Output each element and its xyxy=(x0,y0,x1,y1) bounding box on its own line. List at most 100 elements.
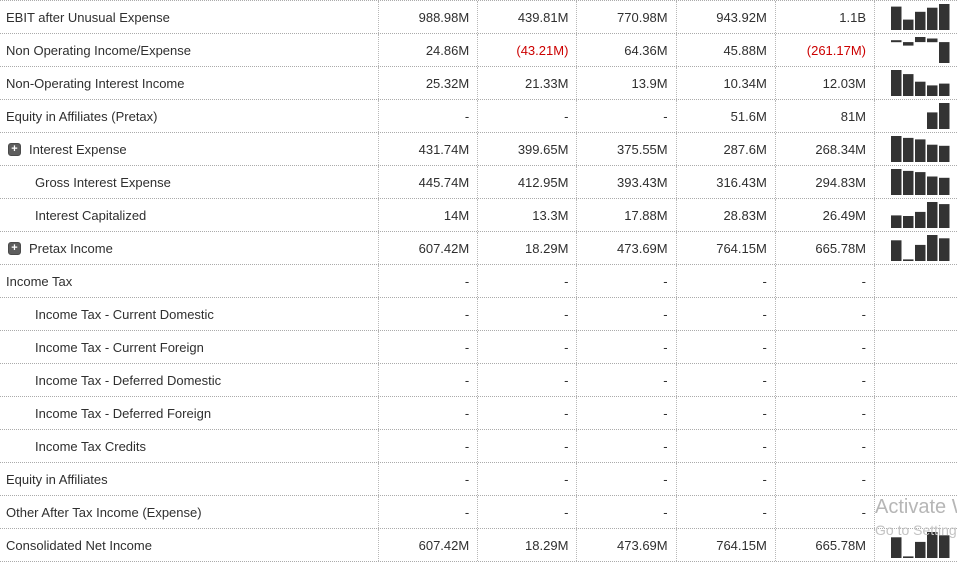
value-cell: 28.83M xyxy=(675,199,775,231)
table-row: Consolidated Net Income 607.42M 18.29M 473.… xyxy=(0,529,957,562)
value-cell: - xyxy=(675,496,775,528)
value-cell: - xyxy=(378,298,477,330)
value-cell: 287.6M xyxy=(675,133,775,165)
value-cell: - xyxy=(774,331,874,363)
value-cell: - xyxy=(378,331,477,363)
sparkline-chart xyxy=(891,532,950,558)
value-cell: - xyxy=(477,265,576,297)
value-cell: - xyxy=(378,496,477,528)
trend-chart-cell xyxy=(874,232,957,264)
row-label-cell: Gross Interest Expense xyxy=(0,166,378,198)
value-cell: - xyxy=(774,298,874,330)
value-cell: - xyxy=(576,397,675,429)
value-cell: 13.3M xyxy=(477,199,576,231)
table-row[interactable]: + Pretax Income 607.42M 18.29M 473.69M 764.15… xyxy=(0,232,957,265)
value-cell: - xyxy=(576,430,675,462)
value-cell: - xyxy=(576,364,675,396)
table-row: Non-Operating Interest Income 25.32M 21.33… xyxy=(0,67,957,100)
value-cell: 17.88M xyxy=(576,199,675,231)
row-label: Income Tax - Deferred Foreign xyxy=(35,405,212,421)
row-label: Other After Tax Income (Expense) xyxy=(6,504,202,520)
value-cell: 988.98M xyxy=(378,1,477,33)
row-label-cell: Income Tax Credits xyxy=(0,430,378,462)
table-row: Other After Tax Income (Expense) - - - - - xyxy=(0,496,957,529)
row-label-cell: Non Operating Income/Expense xyxy=(0,34,378,66)
value-cell: 764.15M xyxy=(675,529,775,561)
trend-chart-cell xyxy=(874,364,957,396)
value-cell: 45.88M xyxy=(675,34,775,66)
table-row: Equity in Affiliates (Pretax) - - -51.6M 81M xyxy=(0,100,957,133)
value-cell: 665.78M xyxy=(774,529,874,561)
row-label: Consolidated Net Income xyxy=(6,537,152,553)
row-label: Equity in Affiliates xyxy=(6,471,108,487)
value-cell: - xyxy=(378,364,477,396)
value-cell: - xyxy=(378,100,477,132)
value-cell: - xyxy=(477,397,576,429)
row-label: Income Tax - Current Domestic xyxy=(35,306,214,322)
row-label: EBIT after Unusual Expense xyxy=(6,9,170,25)
value-cell: 18.29M xyxy=(477,529,576,561)
row-label-cell: Income Tax - Current Domestic xyxy=(0,298,378,330)
table-row: Income Tax - Current Domestic - - - - - xyxy=(0,298,957,331)
value-cell: - xyxy=(477,364,576,396)
expand-toggle-icon[interactable]: + xyxy=(8,241,21,255)
row-label: Pretax Income xyxy=(29,240,113,256)
value-cell: (43.21M) xyxy=(477,34,576,66)
value-cell: - xyxy=(774,463,874,495)
value-cell: - xyxy=(477,298,576,330)
table-row: Income Tax - Current Foreign - - - - - xyxy=(0,331,957,364)
sparkline-chart xyxy=(891,4,950,31)
table-row: Income Tax Credits - - - - - xyxy=(0,430,957,463)
value-cell: - xyxy=(576,463,675,495)
trend-chart-cell xyxy=(874,430,957,462)
value-cell: - xyxy=(675,331,775,363)
table-row: Interest Capitalized 14M 13.3M 17.88M 28.83M… xyxy=(0,199,957,232)
value-cell: 943.92M xyxy=(675,1,775,33)
row-label-cell: + Pretax Income xyxy=(0,232,378,264)
value-cell: - xyxy=(675,397,775,429)
trend-chart-cell xyxy=(874,67,957,99)
value-cell: 607.42M xyxy=(378,232,477,264)
value-cell: - xyxy=(576,265,675,297)
trend-chart-cell xyxy=(874,166,957,198)
value-cell: 81M xyxy=(774,100,874,132)
row-label-cell: Income Tax - Deferred Foreign xyxy=(0,397,378,429)
value-cell: 18.29M xyxy=(477,232,576,264)
row-label-cell: Equity in Affiliates xyxy=(0,463,378,495)
value-cell: - xyxy=(378,265,477,297)
table-row: EBIT after Unusual Expense 988.98M 439.81M… xyxy=(0,1,957,34)
value-cell: 412.95M xyxy=(477,166,576,198)
trend-chart-cell xyxy=(874,529,957,561)
table-row: Income Tax - Deferred Foreign - - - - - xyxy=(0,397,957,430)
row-label: Income Tax - Deferred Domestic xyxy=(35,372,222,388)
value-cell: - xyxy=(576,496,675,528)
value-cell: 764.15M xyxy=(675,232,775,264)
value-cell: 1.1B xyxy=(774,1,874,33)
value-cell: 51.6M xyxy=(675,100,775,132)
row-label: Interest Capitalized xyxy=(35,207,147,223)
value-cell: 13.9M xyxy=(576,67,675,99)
value-cell: 375.55M xyxy=(576,133,675,165)
value-cell: 24.86M xyxy=(378,34,477,66)
trend-chart-cell xyxy=(874,1,957,33)
value-cell: 399.65M xyxy=(477,133,576,165)
value-cell: - xyxy=(477,496,576,528)
value-cell: 316.43M xyxy=(675,166,775,198)
row-label: Gross Interest Expense xyxy=(35,174,171,190)
trend-chart-cell xyxy=(874,100,957,132)
expand-toggle-icon[interactable]: + xyxy=(8,142,21,156)
row-label-cell: Other After Tax Income (Expense) xyxy=(0,496,378,528)
trend-chart-cell xyxy=(874,397,957,429)
row-label-cell: EBIT after Unusual Expense xyxy=(0,1,378,33)
sparkline-chart xyxy=(891,235,950,261)
value-cell: 64.36M xyxy=(576,34,675,66)
value-cell: - xyxy=(675,463,775,495)
value-cell: - xyxy=(774,397,874,429)
row-label-cell: Non-Operating Interest Income xyxy=(0,67,378,99)
sparkline-chart xyxy=(891,70,950,96)
value-cell: 393.43M xyxy=(576,166,675,198)
table-row[interactable]: + Interest Expense 431.74M 399.65M 375.55M 28… xyxy=(0,133,957,166)
row-label-cell: Equity in Affiliates (Pretax) xyxy=(0,100,378,132)
